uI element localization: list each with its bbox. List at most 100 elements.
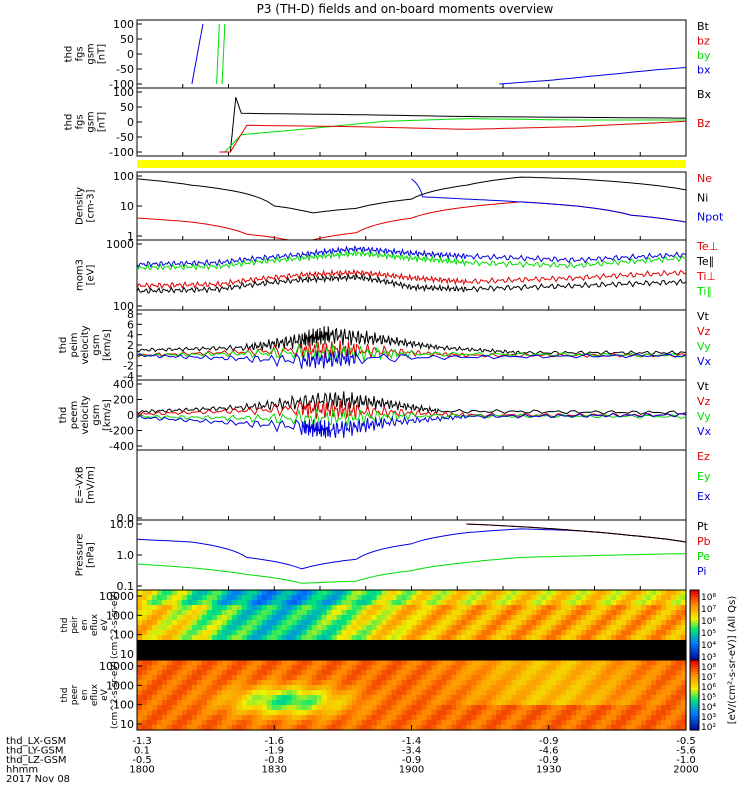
spectrogram-cell [326,710,333,716]
spectrogram-cell [226,695,233,701]
spectrogram-cell [681,680,687,686]
spectrogram-cell [541,590,547,596]
spectrogram-cell [301,600,308,606]
spectrogram-cell [481,595,487,601]
spectrogram-cell [366,610,373,616]
spectrogram-cell [266,720,273,726]
spectrogram-cell [376,635,383,641]
spectrogram-cell [266,605,273,611]
spectrogram-cell [336,725,343,731]
spectrogram-cell [331,655,338,661]
spectrogram-cell [341,675,348,681]
spectrogram-cell [376,685,383,691]
spectrogram-cell [591,660,597,666]
spectrogram-cell [431,695,438,701]
spectrogram-cell [386,725,393,731]
y-axis-label: velocity [80,325,91,364]
spectrogram-cell [281,600,288,606]
spectrogram-cell [137,690,143,696]
spectrogram-cell [621,660,627,666]
spectrogram-cell [626,700,632,706]
spectrogram-cell [361,630,368,636]
spectrogram-cell [421,690,428,696]
spectrogram-cell [196,675,203,681]
spectrogram-cell [651,670,657,676]
spectrogram-cell [206,665,213,671]
spectrogram-cell [256,610,263,616]
spectrogram-cell [361,615,368,621]
spectrogram-cell [556,640,562,646]
spectrogram-cell [491,725,497,731]
spectrogram-cell [176,700,183,706]
spectrogram-cell [346,670,353,676]
spectrogram-cell [386,720,393,726]
spectrogram-cell [206,655,213,661]
spectrogram-cell [566,700,572,706]
spectrogram-cell [171,630,178,636]
spectrogram-cell [431,710,438,716]
spectrogram-cell [216,670,223,676]
spectrogram-cell [221,660,228,666]
spectrogram-cell [147,715,153,721]
spectrogram-cell [371,630,378,636]
spectrogram-cell [591,670,597,676]
spectrogram-cell [356,680,363,686]
spectrogram-cell [311,685,318,691]
spectrogram-cell [286,630,293,636]
spectrogram-cell [431,640,438,646]
spectrogram-cell [206,685,213,691]
spectrogram-cell [191,685,198,691]
spectrogram-cell [391,675,398,681]
spectrogram-cell [157,705,163,711]
spectrogram-cell [381,680,388,686]
spectrogram-cell [341,595,348,601]
spectrogram-cell [171,705,178,711]
spectrogram-cell [216,690,223,696]
spectrogram-cell [331,650,338,656]
spectrogram-cell [496,630,502,636]
spectrogram-cell [201,610,208,616]
spectrogram-cell [596,705,602,711]
spectrogram-cell [281,705,288,711]
y-tick-label: 100 [113,86,134,99]
spectrogram-cell [162,725,168,731]
spectrogram-cell [456,725,462,731]
spectrogram-cell [476,595,482,601]
spectrogram-cell [137,605,143,611]
spectrogram-cell [451,670,457,676]
spectrogram-cell [411,640,418,646]
spectrogram-cell [596,710,602,716]
spectrogram-cell [626,670,632,676]
spectrogram-cell [246,680,253,686]
spectrogram-cell [142,635,148,641]
spectrogram-cell [511,710,517,716]
spectrogram-cell [436,680,443,686]
spectrogram-cell [176,705,183,711]
spectrogram-cell [606,655,612,661]
spectrogram-cell [476,675,482,681]
spectrogram-cell [546,675,552,681]
spectrogram-cell [341,640,348,646]
spectrogram-cell [626,705,632,711]
spectrogram-cell [386,615,393,621]
spectrogram-cell [456,650,462,656]
spectrogram-cell [616,600,622,606]
spectrogram-cell [286,710,293,716]
spectrogram-cell [296,685,303,691]
spectrogram-cell [601,670,607,676]
spectrogram-cell [571,595,577,601]
spectrogram-cell [426,685,433,691]
spectrogram-cell [261,630,268,636]
spectrogram-cell [591,625,597,631]
spectrogram-cell [471,620,477,626]
spectrogram-cell [461,695,467,701]
spectrogram-cell [391,645,398,651]
spectrogram-cell [152,615,158,621]
series-group [137,391,686,439]
spectrogram-cell [191,695,198,701]
spectrogram-cell [441,690,447,696]
series-line [216,23,220,85]
spectrogram-cell [461,630,467,636]
spectrogram-cell [266,675,273,681]
footer-value: -0.8 [264,755,284,766]
